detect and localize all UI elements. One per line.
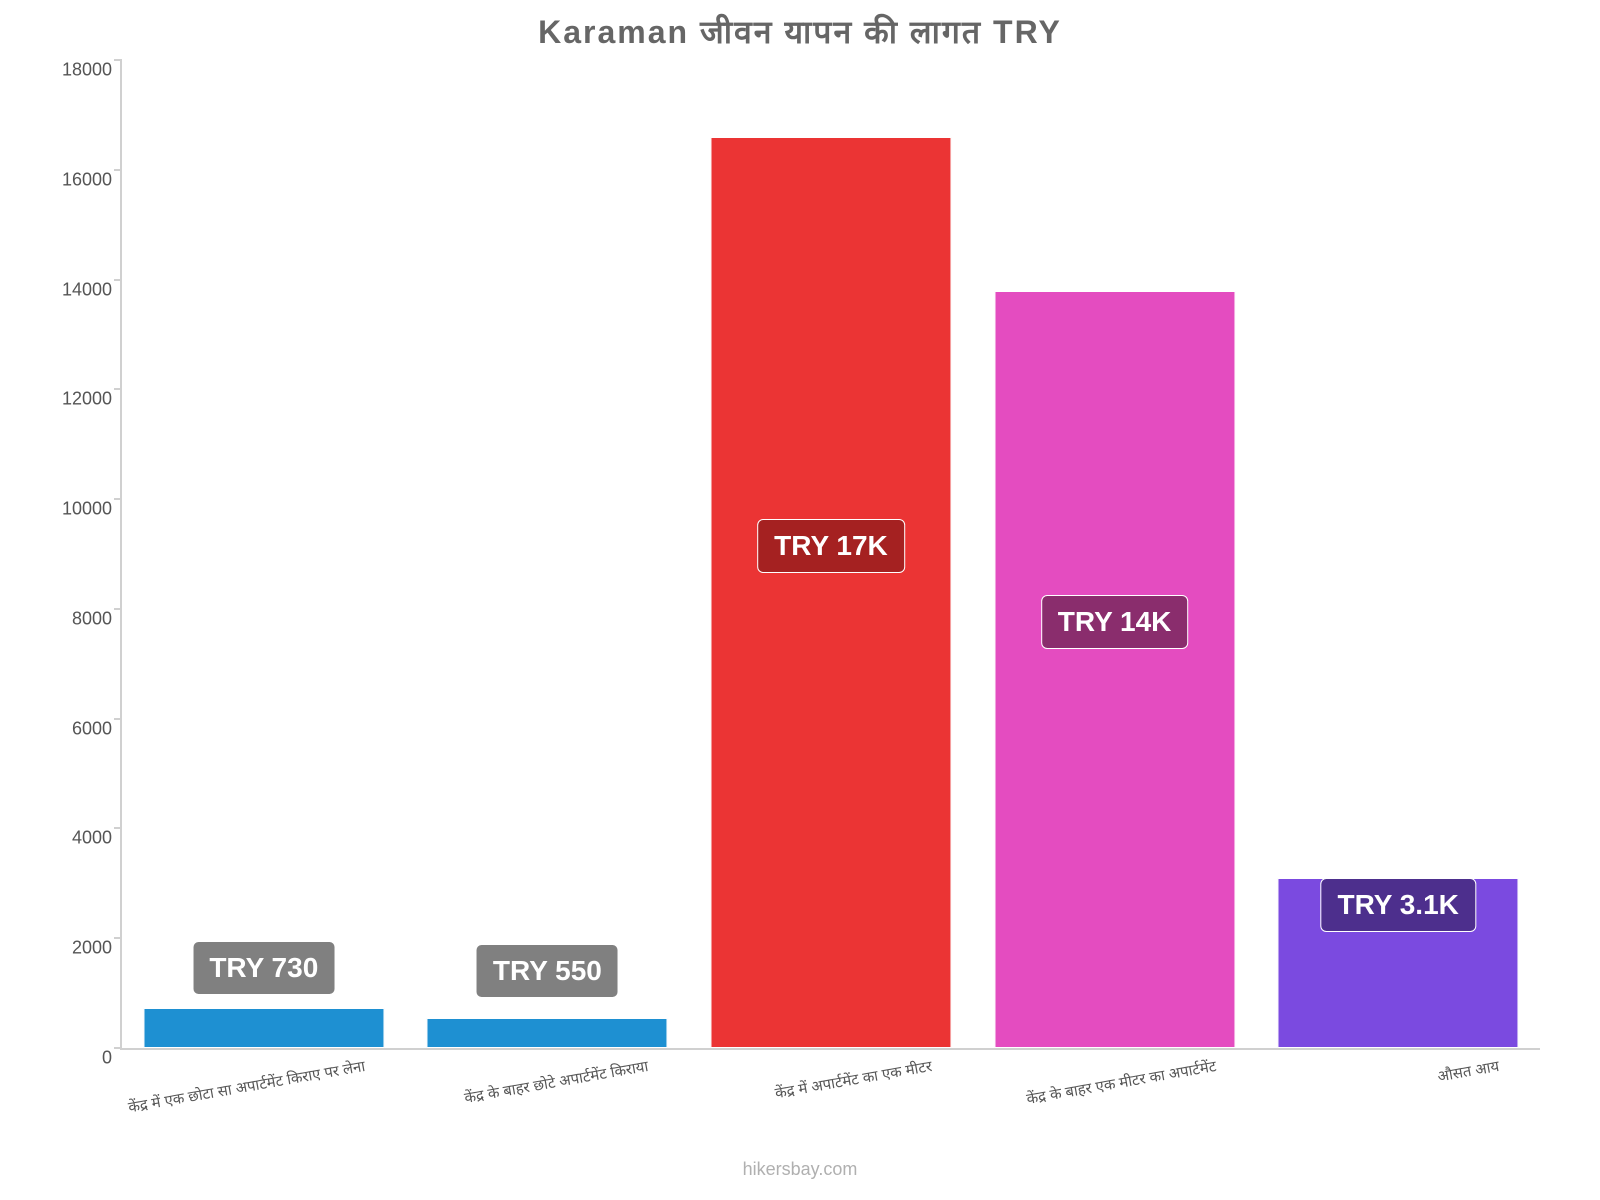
y-tick-label: 10000 [52, 499, 112, 520]
bar [994, 291, 1235, 1048]
y-tick-label: 14000 [52, 279, 112, 300]
y-tick-mark [114, 169, 122, 171]
y-tick-label: 4000 [52, 828, 112, 849]
y-tick-label: 18000 [52, 60, 112, 81]
bar [143, 1008, 384, 1048]
chart-container: Karaman जीवन यापन की लागत TRY 0200040006… [0, 0, 1600, 1200]
y-tick-label: 12000 [52, 389, 112, 410]
x-category-label: केंद्र के बाहर छोटे अपार्टमेंट किराया [463, 1056, 650, 1108]
bar-slot: TRY 550केंद्र के बाहर छोटे अपार्टमेंट कि… [406, 60, 690, 1048]
y-tick-mark [114, 59, 122, 61]
bar-slot: TRY 17Kकेंद्र में अपार्टमेंट का एक मीटर [689, 60, 973, 1048]
y-tick-label: 16000 [52, 169, 112, 190]
x-category-label: केंद्र के बाहर एक मीटर का अपार्टमेंट [1024, 1056, 1217, 1109]
y-tick-mark [114, 937, 122, 939]
bar-value-badge: TRY 14K [1041, 595, 1189, 649]
bar-value-badge: TRY 730 [192, 941, 335, 995]
chart-title: Karaman जीवन यापन की लागत TRY [0, 10, 1600, 53]
y-tick-mark [114, 279, 122, 281]
x-category-label: औसत आय [1436, 1056, 1501, 1087]
y-tick-mark [114, 718, 122, 720]
y-tick-label: 6000 [52, 718, 112, 739]
chart-credit: hikersbay.com [0, 1159, 1600, 1180]
y-tick-mark [114, 1047, 122, 1049]
bar [427, 1018, 668, 1048]
y-tick-label: 8000 [52, 608, 112, 629]
bar-slot: TRY 730केंद्र में एक छोटा सा अपार्टमेंट … [122, 60, 406, 1048]
y-tick-mark [114, 388, 122, 390]
y-tick-mark [114, 498, 122, 500]
plot-area: 0200040006000800010000120001400016000180… [120, 60, 1540, 1050]
bar-value-badge: TRY 550 [476, 944, 619, 998]
x-category-label: केंद्र में अपार्टमेंट का एक मीटर [774, 1056, 934, 1103]
y-tick-label: 0 [52, 1048, 112, 1069]
y-tick-mark [114, 608, 122, 610]
y-tick-mark [114, 827, 122, 829]
bar [710, 137, 951, 1048]
bar-value-badge: TRY 3.1K [1320, 878, 1475, 932]
y-tick-label: 2000 [52, 938, 112, 959]
bar-slot: TRY 14Kकेंद्र के बाहर एक मीटर का अपार्टम… [973, 60, 1257, 1048]
bar-slot: TRY 3.1Kऔसत आय [1256, 60, 1540, 1048]
bar-value-badge: TRY 17K [757, 519, 905, 573]
x-category-label: केंद्र में एक छोटा सा अपार्टमेंट किराए प… [127, 1056, 367, 1117]
